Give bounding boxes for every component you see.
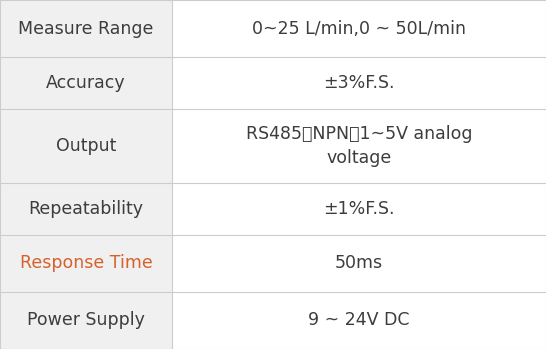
Text: ±1%F.S.: ±1%F.S. [323, 200, 395, 218]
Text: 9 ~ 24V DC: 9 ~ 24V DC [308, 311, 410, 329]
Text: Power Supply: Power Supply [27, 311, 145, 329]
Text: Response Time: Response Time [20, 254, 152, 272]
Bar [0, 235, 172, 292]
Text: 0~25 L/min,0 ~ 50L/min: 0~25 L/min,0 ~ 50L/min [252, 20, 466, 38]
Text: Accuracy: Accuracy [46, 74, 126, 92]
Text: ±3%F.S.: ±3%F.S. [323, 74, 395, 92]
Bar [0, 0, 172, 57]
Text: Output: Output [56, 137, 116, 155]
Bar [0, 57, 172, 109]
Bar [0, 292, 172, 349]
Bar [172, 0, 546, 57]
Text: Repeatability: Repeatability [28, 200, 144, 218]
Bar [172, 235, 546, 292]
Bar [0, 183, 172, 235]
Bar [172, 183, 546, 235]
Bar [0, 109, 172, 183]
Text: Measure Range: Measure Range [19, 20, 153, 38]
Bar [172, 292, 546, 349]
Bar [172, 57, 546, 109]
Bar [172, 109, 546, 183]
Text: RS485、NPN、1~5V analog
voltage: RS485、NPN、1~5V analog voltage [246, 125, 472, 167]
Text: 50ms: 50ms [335, 254, 383, 272]
